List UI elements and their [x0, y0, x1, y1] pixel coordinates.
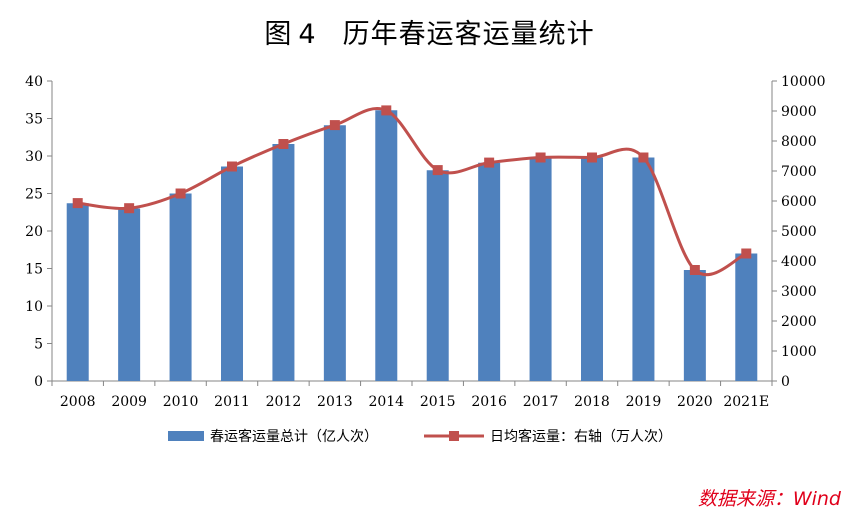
x-tick-label: 2014 [368, 394, 404, 410]
x-tick-label: 2019 [626, 394, 662, 410]
x-tick-label: 2010 [163, 394, 199, 410]
x-tick-label: 2016 [471, 394, 507, 410]
y-right-tick-label: 4000 [781, 254, 817, 270]
line-marker [381, 105, 392, 116]
y-left-tick-label: 40 [25, 74, 43, 90]
bar [66, 203, 89, 381]
line-marker [689, 265, 700, 275]
y-left-tick-label: 0 [34, 374, 43, 390]
x-tick-label: 2012 [266, 394, 302, 410]
bar [683, 270, 706, 381]
bar [426, 170, 449, 381]
bar [118, 208, 141, 381]
line-marker [432, 165, 443, 176]
bar [478, 162, 501, 381]
line-marker [124, 203, 135, 214]
bar [323, 125, 346, 381]
y-right-tick-label: 3000 [781, 284, 817, 300]
line-marker [535, 152, 546, 163]
bar [632, 157, 655, 381]
y-left-tick-label: 35 [25, 112, 43, 128]
y-right-tick-label: 10000 [781, 74, 826, 90]
y-right-tick-label: 0 [781, 374, 790, 390]
x-tick-label: 2009 [111, 394, 147, 410]
legend-bar-swatch [168, 431, 204, 441]
line-series-path [77, 107, 747, 277]
line-marker [741, 248, 752, 259]
figure-label: 图 [264, 19, 293, 50]
y-left-tick-label: 25 [25, 187, 43, 203]
x-tick-label: 2011 [214, 394, 250, 410]
figure-title-text: 历年春运客运量统计 [342, 19, 595, 50]
bar [735, 253, 758, 381]
y-left-tick-label: 15 [25, 262, 43, 278]
y-right-tick-label: 5000 [781, 224, 817, 240]
x-tick-label: 2013 [317, 394, 353, 410]
legend-line-marker [449, 431, 459, 441]
y-right-tick-label: 6000 [781, 194, 817, 210]
y-left-tick-label: 10 [25, 299, 43, 315]
y-right-tick-label: 8000 [781, 134, 817, 150]
y-right-tick-label: 2000 [781, 314, 817, 330]
bar [221, 166, 243, 381]
y-left-tick-label: 5 [34, 337, 43, 353]
line-marker [638, 152, 649, 163]
y-left-tick-label: 30 [25, 149, 43, 165]
x-tick-label: 2008 [60, 394, 96, 410]
y-left-tick-label: 20 [25, 224, 43, 240]
chart-title: 图 4 历年春运客运量统计 [0, 12, 859, 51]
y-right-tick-label: 7000 [781, 164, 817, 180]
x-tick-label: 2020 [677, 394, 713, 410]
source-note: 数据来源：Wind [697, 488, 841, 510]
bar [529, 157, 552, 381]
x-tick-label: 2015 [420, 394, 456, 410]
line-marker [278, 139, 289, 149]
x-tick-label: 2017 [523, 394, 559, 410]
y-right-tick-label: 1000 [781, 344, 817, 360]
bar [375, 110, 398, 381]
figure-number: 4 [298, 19, 317, 50]
bar [169, 193, 192, 381]
line-marker [72, 198, 83, 209]
legend-bar-label: 春运客运量总计（亿人次） [210, 428, 378, 445]
line-marker [587, 152, 597, 163]
line-marker [175, 188, 186, 199]
y-right-tick-label: 9000 [781, 104, 817, 120]
line-marker [227, 161, 237, 172]
bar [272, 144, 295, 381]
bar [581, 157, 603, 381]
legend-line-label: 日均客运量：右轴（万人次） [490, 428, 672, 445]
x-tick-label: 2021E [723, 394, 769, 410]
line-marker [329, 120, 340, 131]
line-marker [484, 157, 495, 168]
x-tick-label: 2018 [574, 394, 610, 410]
